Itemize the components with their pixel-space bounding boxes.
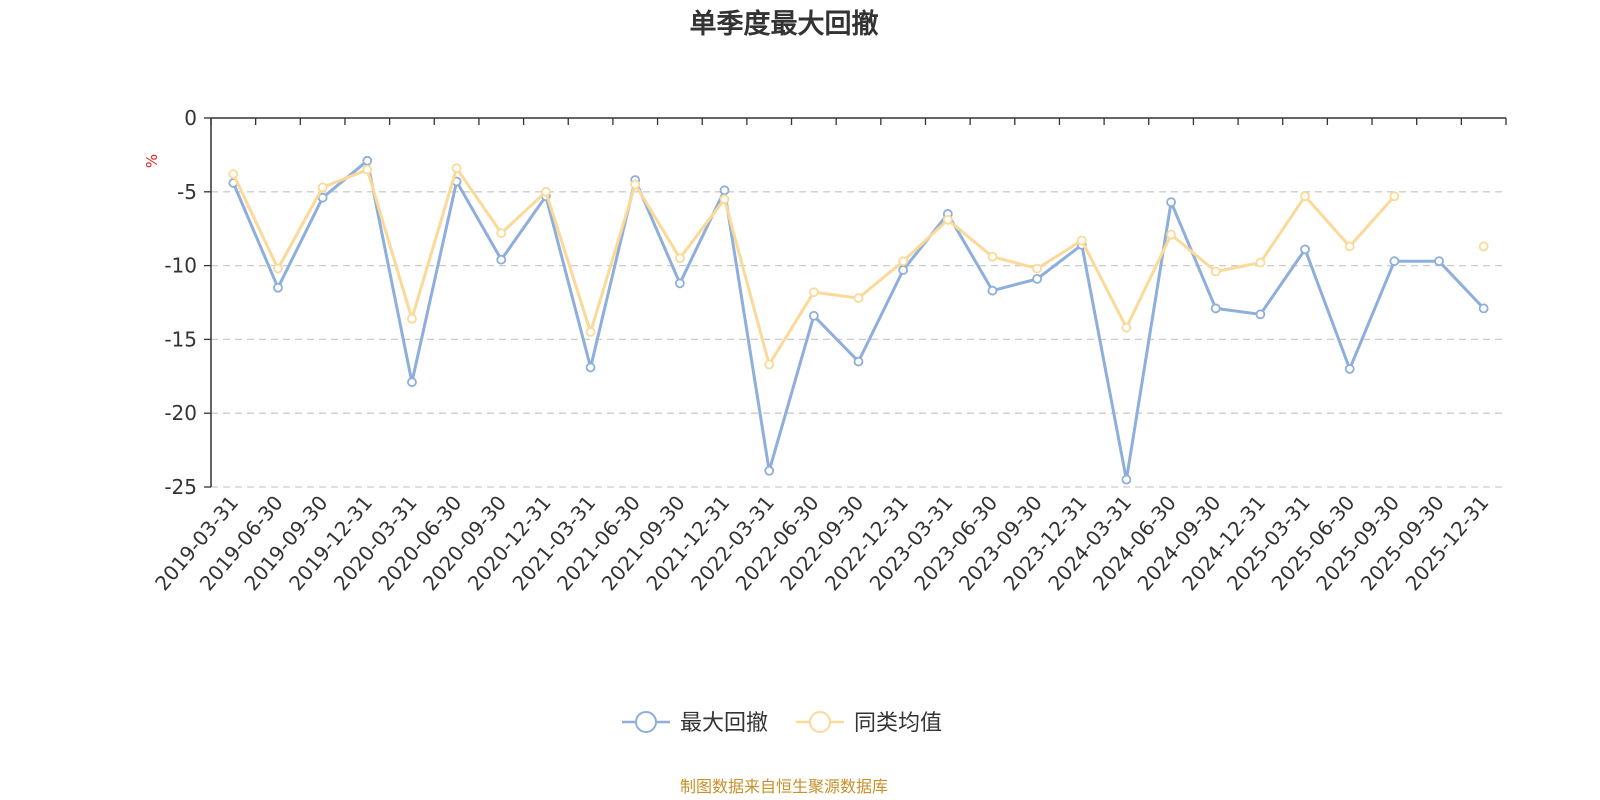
data-point[interactable] (1166, 197, 1176, 208)
data-point[interactable] (407, 313, 417, 324)
data-point[interactable] (317, 182, 328, 193)
legend-label: 同类均值 (854, 711, 942, 736)
y-tick-labels: 0 -5 -10 -15 -20 -25 (164, 106, 197, 499)
data-point[interactable] (674, 278, 685, 289)
data-point[interactable] (273, 263, 283, 274)
legend-item-2[interactable]: 同类均值 (796, 711, 942, 736)
data-point[interactable] (1210, 266, 1221, 277)
data-point[interactable] (407, 377, 417, 388)
series-lines (228, 155, 1489, 485)
data-point[interactable] (1389, 256, 1400, 267)
data-point[interactable] (1434, 256, 1444, 267)
data-point[interactable] (541, 186, 551, 197)
data-point[interactable] (1121, 322, 1132, 333)
y-tick-label: -20 (164, 401, 197, 425)
x-tick-labels: 2019-03-312019-06-302019-09-302019-12-31… (150, 491, 1493, 595)
data-point[interactable] (228, 169, 239, 179)
y-tick-label: -5 (177, 180, 197, 204)
data-point[interactable] (1166, 229, 1176, 240)
data-point[interactable] (451, 163, 462, 174)
y-axis-unit: % (143, 154, 161, 168)
data-point[interactable] (1121, 474, 1132, 485)
grid-lines (211, 191, 1506, 488)
series-line (231, 166, 1396, 366)
y-tick-label: -10 (164, 254, 197, 278)
data-point[interactable] (630, 179, 641, 190)
chart-title: 单季度最大回撤 (690, 8, 879, 40)
data-point[interactable] (719, 185, 730, 196)
data-point[interactable] (987, 251, 998, 262)
data-point[interactable] (1076, 235, 1087, 246)
data-point[interactable] (496, 254, 507, 265)
data-point[interactable] (942, 214, 953, 225)
data-point[interactable] (987, 285, 998, 296)
data-point[interactable] (273, 282, 283, 293)
legend-marker (635, 711, 657, 733)
data-point[interactable] (808, 310, 819, 321)
data-point[interactable] (585, 327, 596, 337)
data-point[interactable] (1210, 303, 1221, 314)
legend-marker (809, 711, 831, 733)
data-point[interactable] (1478, 241, 1489, 252)
data-point[interactable] (764, 359, 775, 370)
y-tick-label: -15 (164, 327, 197, 351)
data-point[interactable] (808, 287, 819, 298)
data-point[interactable] (496, 228, 507, 239)
data-point[interactable] (764, 465, 775, 476)
data-point[interactable] (898, 265, 909, 275)
data-point[interactable] (362, 155, 373, 166)
data-point[interactable] (1344, 241, 1355, 252)
legend-item-1[interactable]: 最大回撤 (622, 711, 768, 736)
axes (204, 117, 1507, 488)
data-point[interactable] (1032, 263, 1043, 274)
data-point[interactable] (853, 356, 864, 367)
data-point[interactable] (1344, 364, 1355, 374)
data-point[interactable] (1032, 273, 1043, 284)
data-point[interactable] (585, 362, 596, 373)
data-point[interactable] (1300, 191, 1310, 202)
data-point[interactable] (719, 194, 730, 205)
data-point[interactable] (853, 293, 864, 303)
source-note: 制图数据来自恒生聚源数据库 (680, 777, 888, 796)
data-point[interactable] (674, 253, 685, 264)
legend-label: 最大回撤 (680, 711, 768, 736)
y-tick-label: 0 (184, 106, 197, 130)
data-point[interactable] (1389, 191, 1400, 202)
legend[interactable]: 最大回撤 同类均值 (622, 711, 942, 736)
data-point[interactable] (1478, 303, 1489, 314)
data-point[interactable] (898, 256, 909, 267)
data-point[interactable] (362, 164, 373, 175)
data-point[interactable] (1300, 244, 1310, 255)
y-tick-label: -25 (164, 475, 197, 499)
series-2 (228, 163, 1489, 370)
data-point[interactable] (1255, 309, 1266, 320)
data-point[interactable] (1255, 257, 1266, 268)
